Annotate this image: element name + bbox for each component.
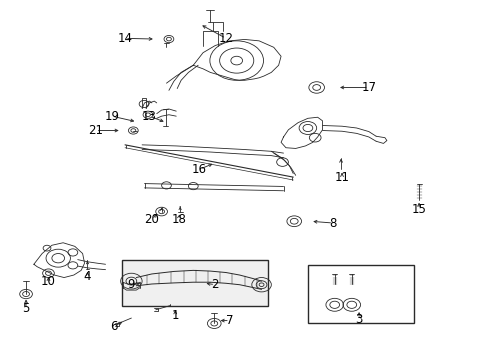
Text: 10: 10: [41, 275, 56, 288]
Text: 6: 6: [110, 320, 117, 333]
Text: 17: 17: [361, 81, 376, 94]
Text: 2: 2: [211, 278, 219, 291]
Text: 21: 21: [88, 124, 103, 137]
Text: 11: 11: [334, 171, 349, 184]
Text: 18: 18: [171, 213, 186, 226]
Text: 3: 3: [355, 312, 362, 326]
Bar: [122, 260, 267, 306]
Text: 13: 13: [142, 110, 157, 123]
Text: 19: 19: [104, 110, 119, 123]
Text: 9: 9: [127, 278, 135, 291]
Text: 12: 12: [218, 32, 233, 45]
Text: 7: 7: [225, 314, 233, 327]
Text: 16: 16: [192, 163, 207, 176]
Bar: [307, 265, 413, 323]
Text: 8: 8: [329, 216, 336, 230]
Text: 4: 4: [83, 270, 91, 283]
Text: 20: 20: [144, 213, 159, 226]
Text: 15: 15: [411, 203, 426, 216]
Text: 5: 5: [22, 302, 30, 315]
Text: 1: 1: [171, 309, 179, 322]
Text: 14: 14: [117, 32, 132, 45]
